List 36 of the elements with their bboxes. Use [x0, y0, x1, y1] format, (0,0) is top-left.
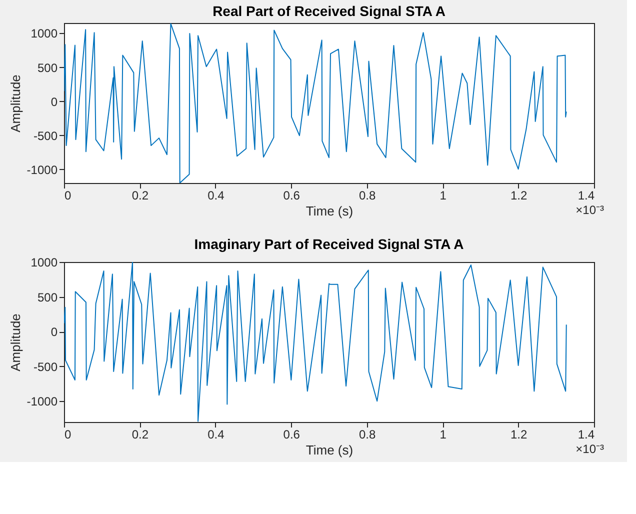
x-tick-label: 1.2	[510, 428, 528, 442]
x-tick-label: 0	[64, 188, 72, 202]
y-tick-label: 1000	[30, 26, 58, 41]
text: ×10⁻³	[576, 203, 604, 217]
x-tick-label: 0.4	[208, 188, 225, 202]
y-tick-label: -1000	[26, 162, 58, 177]
x-tick-label: 1.4	[578, 428, 595, 442]
line-series	[64, 23, 567, 183]
y-tick-label: -500	[33, 128, 58, 143]
chart-title: Real Part of Received Signal STA A	[212, 3, 446, 19]
y-tick-label: -1000	[26, 394, 58, 409]
x-tick-label: 0.6	[283, 188, 300, 202]
x-tick-label: 0.2	[132, 428, 149, 442]
chart-title: Imaginary Part of Received Signal STA A	[194, 236, 464, 252]
y-tick-label: 0	[50, 94, 58, 109]
y-tick-label: -500	[33, 360, 58, 374]
x-tick-label: 1.4	[578, 188, 595, 202]
line-series	[64, 262, 567, 422]
y-axis-title: Amplitude	[8, 314, 23, 372]
x-tick-label: 0.6	[283, 428, 300, 442]
x-tick-label: 0	[64, 428, 72, 442]
x-tick-label: 0.8	[359, 428, 376, 442]
x-axis-title: Time (s)	[306, 204, 354, 218]
x-tick-label: 1	[440, 188, 447, 202]
y-tick-label: 1000	[30, 256, 58, 270]
x-tick-label: 0.4	[208, 428, 225, 442]
x-tick-label: 1	[440, 428, 447, 442]
x-tick-label: 1.2	[510, 188, 528, 202]
x-axis-title: Time (s)	[306, 442, 354, 458]
x-tick-label: 0.8	[359, 188, 376, 202]
x-tick-label: 0.2	[132, 188, 149, 202]
y-tick-label: 500	[37, 290, 58, 304]
text: ×10⁻³	[576, 442, 604, 456]
y-tick-label: 0	[50, 325, 58, 340]
y-axis-title: Amplitude	[8, 74, 23, 132]
y-tick-label: 500	[37, 60, 58, 75]
